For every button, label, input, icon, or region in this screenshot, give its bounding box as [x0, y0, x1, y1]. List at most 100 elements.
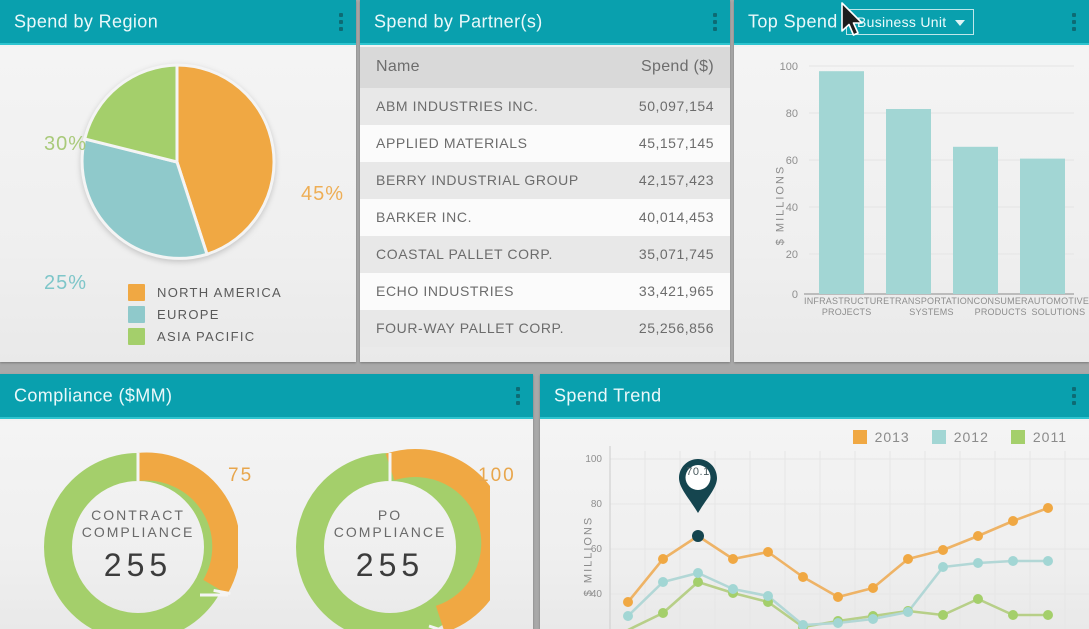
table-row[interactable]: ABM INDUSTRIES INC. 50,097,154	[360, 88, 730, 125]
legend-swatch-icon	[128, 305, 145, 323]
table-row[interactable]: COASTAL PALLET CORP. 35,071,745	[360, 236, 730, 273]
table-row[interactable]: BERRY INDUSTRIAL GROUP 42,157,423	[360, 162, 730, 199]
panel-compliance: Compliance ($MM) CONTRACT COMPL	[0, 374, 533, 629]
svg-text:80: 80	[591, 499, 603, 510]
cell-spend: 40,014,453	[545, 199, 730, 236]
panel-body-spend-by-partner: Name Spend ($) ABM INDUSTRIES INC. 50,09…	[360, 47, 730, 362]
cell-spend: 35,071,745	[545, 236, 730, 273]
legend-swatch-icon	[128, 283, 145, 301]
pie-label-north-america: 45%	[300, 183, 344, 205]
column-header-name[interactable]: Name	[360, 47, 545, 88]
cell-spend: 33,421,965	[545, 273, 730, 310]
line-chart-spend-trend: $ MILLIONS	[540, 421, 1089, 629]
panel-header-spend-by-region: Spend by Region	[0, 0, 356, 45]
legend-item-north-america[interactable]: NORTH AMERICA	[128, 281, 282, 303]
table-row[interactable]: FOUR-WAY PALLET CORP. 25,256,856	[360, 310, 730, 347]
panel-top-spend: Top Spend Business Unit $ MILLIONS 100	[734, 0, 1089, 362]
gauge-donut-svg	[44, 452, 241, 629]
line-chart-svg: 100 80 60 40	[585, 446, 1089, 629]
panel-header-spend-trend: Spend Trend	[540, 374, 1089, 419]
legend-label: ASIA PACIFIC	[157, 328, 256, 344]
pie-chart-region: 45% 25% 30%	[0, 47, 356, 294]
cell-spend: 50,097,154	[545, 88, 730, 125]
business-unit-dropdown[interactable]: Business Unit	[846, 9, 974, 35]
legend-label: 2011	[1032, 429, 1067, 445]
svg-text:20: 20	[786, 249, 798, 261]
legend-swatch-icon	[1010, 430, 1025, 444]
legend-item-2013[interactable]: 2013	[852, 429, 910, 445]
bar-chart-svg: 100 80 60 40 20 0	[780, 61, 1074, 301]
cell-spend: 25,256,856	[545, 310, 730, 347]
legend-label: 2013	[874, 429, 910, 445]
gauge-highlight-value: 75	[228, 465, 254, 486]
gauge-po-compliance[interactable]: PO COMPLIANCE 255 100	[290, 447, 514, 629]
table-row[interactable]: APPLIED MATERIALS 45,157,145	[360, 125, 730, 162]
cell-spend: 45,157,145	[545, 125, 730, 162]
legend-swatch-icon	[931, 430, 946, 444]
panel-body-compliance: CONTRACT COMPLIANCE 255 75 PO	[0, 421, 533, 629]
kebab-menu-icon[interactable]	[1072, 12, 1076, 31]
panel-body-spend-trend: 2013 2012 2011 $ MILLIONS	[540, 421, 1089, 629]
kebab-menu-icon[interactable]	[713, 12, 717, 31]
cell-name: BARKER INC.	[360, 199, 545, 236]
svg-text:60: 60	[786, 155, 798, 167]
cell-name: ECHO INDUSTRIES	[360, 273, 545, 310]
table-header-row: Name Spend ($)	[360, 47, 730, 88]
x-label-consumer-products: CONSUMER PRODUCTS	[973, 296, 1028, 317]
table-row[interactable]: BARKER INC. 40,014,453	[360, 199, 730, 236]
legend-label: 2012	[953, 429, 989, 445]
highlighted-data-point	[692, 530, 704, 542]
legend-item-2012[interactable]: 2012	[931, 429, 989, 445]
gauge-group: CONTRACT COMPLIANCE 255 75 PO	[0, 421, 533, 629]
svg-text:40: 40	[591, 589, 603, 600]
partner-table-body: ABM INDUSTRIES INC. 50,097,154 APPLIED M…	[360, 88, 730, 347]
dropdown-value: Business Unit	[857, 14, 947, 30]
cell-name: COASTAL PALLET CORP.	[360, 236, 552, 273]
pie-legend: NORTH AMERICA EUROPE ASIA PACIFIC	[128, 281, 282, 347]
svg-text:40: 40	[786, 202, 798, 214]
x-label-infrastructure-projects: INFRASTRUCTURE PROJECTS	[804, 296, 890, 317]
panel-title: Compliance ($MM)	[14, 385, 173, 405]
legend-label: NORTH AMERICA	[157, 284, 283, 300]
x-label-transportation-systems: TRANSPORTATION SYSTEMS	[889, 296, 974, 317]
cell-name: FOUR-WAY PALLET CORP.	[360, 310, 564, 347]
legend-swatch-icon	[128, 327, 145, 345]
trend-tooltip-pin[interactable]: 70.1	[676, 457, 720, 515]
kebab-menu-icon[interactable]	[516, 386, 520, 405]
panel-title: Spend Trend	[554, 385, 662, 405]
x-label-automotive-solutions: AUTOMOTIVE SOLUTIONS	[1027, 296, 1089, 317]
kebab-menu-icon[interactable]	[339, 12, 343, 31]
svg-text:80: 80	[786, 108, 798, 120]
kebab-menu-icon[interactable]	[1072, 386, 1076, 405]
legend-item-2011[interactable]: 2011	[1010, 429, 1067, 445]
svg-text:0: 0	[792, 289, 798, 301]
cell-spend: 42,157,423	[545, 162, 730, 199]
gauge-donut-svg	[296, 449, 510, 629]
pie-chart-svg	[80, 63, 276, 260]
svg-text:100: 100	[780, 61, 798, 73]
legend-swatch-icon	[852, 430, 867, 444]
legend-item-asia-pacific[interactable]: ASIA PACIFIC	[128, 325, 282, 347]
panel-title: Spend by Region	[14, 11, 159, 31]
panel-header-spend-by-partner: Spend by Partner(s)	[360, 0, 730, 45]
pin-icon	[679, 459, 717, 513]
partner-table: Name Spend ($) ABM INDUSTRIES INC. 50,09…	[360, 47, 730, 347]
legend-item-europe[interactable]: EUROPE	[128, 303, 282, 325]
panel-body-top-spend: $ MILLIONS 100 80 60 40 20 0	[734, 47, 1089, 362]
pie-label-europe: 25%	[44, 272, 88, 294]
panel-spend-by-region: Spend by Region 45% 25% 30%	[0, 0, 356, 362]
table-row[interactable]: ECHO INDUSTRIES 33,421,965	[360, 273, 730, 310]
svg-text:100: 100	[585, 454, 602, 465]
chevron-down-icon	[954, 20, 965, 26]
panel-header-compliance: Compliance ($MM)	[0, 374, 533, 419]
svg-text:60: 60	[591, 544, 603, 555]
panel-title: Spend by Partner(s)	[374, 11, 543, 31]
panel-title: Top Spend	[748, 11, 838, 31]
panel-spend-by-partner: Spend by Partner(s) Name Spend ($) ABM I…	[360, 0, 730, 362]
column-header-spend[interactable]: Spend ($)	[545, 47, 730, 88]
trend-legend: 2013 2012 2011	[852, 429, 1067, 445]
gauge-contract-compliance[interactable]: CONTRACT COMPLIANCE 255 75	[38, 447, 251, 629]
pie-label-asia-pacific: 30%	[44, 133, 88, 155]
panel-spend-trend: Spend Trend 2013 2012 2011 $ MILLIO	[540, 374, 1089, 629]
